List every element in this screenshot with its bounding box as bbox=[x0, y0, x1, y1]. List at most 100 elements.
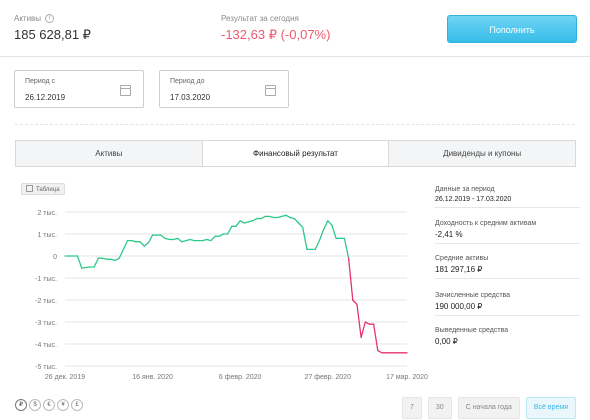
series-segment bbox=[322, 220, 329, 231]
series-segment bbox=[235, 220, 241, 227]
stat-withdrawals: Выведенные средства 0,00 ₽ bbox=[435, 327, 580, 346]
stat-label: Зачисленные средства bbox=[435, 292, 511, 299]
stat-avg-assets: Средние активы 181 297,16 ₽ bbox=[435, 255, 580, 279]
series-segment bbox=[318, 228, 325, 242]
tab-bar: Активы Финансовый результат Дивиденды и … bbox=[15, 140, 576, 167]
period-30-button[interactable]: 30 bbox=[427, 397, 452, 419]
series-segment bbox=[377, 349, 383, 354]
stat-label: Средние активы bbox=[435, 255, 489, 262]
series-segment bbox=[239, 220, 245, 224]
series-segment bbox=[181, 239, 187, 243]
tab-financial-result[interactable]: Финансовый результат bbox=[202, 141, 390, 166]
series-segment bbox=[268, 215, 275, 219]
series-segment bbox=[189, 238, 195, 242]
period-from-field[interactable]: Период с 26.12.2019 bbox=[14, 70, 144, 108]
series-segment bbox=[352, 299, 358, 306]
stat-period: Данные за период 26.12.2019 - 17.03.2020 bbox=[435, 186, 580, 208]
series-segment bbox=[143, 242, 150, 247]
table-view-button[interactable]: Таблица bbox=[21, 183, 65, 195]
stat-value: 26.12.2019 - 17.03.2020 bbox=[435, 196, 512, 203]
stat-value: 0,00 ₽ bbox=[435, 337, 458, 346]
series-segment bbox=[314, 239, 321, 251]
series-segment bbox=[243, 221, 250, 224]
series-segment bbox=[285, 214, 291, 219]
y-tick-label: 1 тыс. bbox=[37, 232, 57, 239]
series-segment bbox=[118, 239, 129, 259]
series-segment bbox=[356, 303, 362, 339]
table-view-label: Таблица bbox=[36, 187, 60, 193]
stat-deposits: Зачисленные средства 190 000,00 ₽ bbox=[435, 292, 580, 316]
series-segment bbox=[172, 237, 179, 241]
series-segment bbox=[247, 220, 254, 223]
tab-dividends-coupons[interactable]: Дивиденды и купоны bbox=[443, 149, 522, 158]
x-tick-label: 26 дек. 2019 bbox=[45, 374, 85, 381]
series-segment bbox=[327, 220, 333, 226]
series-segment bbox=[252, 217, 258, 222]
x-tick-label: 17 мар. 2020 bbox=[386, 374, 428, 381]
period-to-field[interactable]: Период до 17.03.2020 bbox=[159, 70, 289, 108]
period-to-value: 17.03.2020 bbox=[170, 93, 211, 102]
series-segment bbox=[343, 237, 350, 259]
series-segment bbox=[101, 257, 108, 260]
series-segment bbox=[364, 321, 371, 325]
y-tick-label: -2 тыс. bbox=[35, 298, 57, 305]
series-segment bbox=[302, 226, 308, 251]
add-funds-button[interactable]: Пополнить bbox=[447, 15, 577, 43]
series-segment bbox=[114, 257, 120, 262]
summary-header: Активы i 185 628,81 ₽ Результат за сегод… bbox=[0, 0, 590, 58]
stat-label: Выведенные средства bbox=[435, 327, 509, 334]
period-ytd-button[interactable]: С начала года bbox=[457, 397, 520, 419]
series-segment bbox=[218, 233, 225, 237]
series-segment bbox=[76, 255, 83, 269]
stat-value: 190 000,00 ₽ bbox=[435, 302, 483, 311]
y-tick-label: -4 тыс. bbox=[35, 342, 57, 349]
series-segment bbox=[164, 237, 170, 241]
table-icon bbox=[26, 185, 33, 192]
series-segment bbox=[147, 234, 154, 244]
result-label: Результат за сегодня bbox=[221, 14, 299, 23]
assets-label: Активы bbox=[14, 14, 42, 23]
currency-gbp-button[interactable]: £ bbox=[71, 399, 83, 411]
series-segment bbox=[297, 222, 304, 229]
series-segment bbox=[81, 266, 91, 269]
y-tick-label: 0 bbox=[53, 254, 57, 261]
stat-label: Доходность к средним активам bbox=[435, 220, 537, 227]
currency-rub-button[interactable]: ₽ bbox=[15, 399, 27, 411]
currency-jpy-button[interactable]: ¥ bbox=[57, 399, 69, 411]
x-axis-labels: 26 дек. 2019 16 янв. 2020 6 февр. 2020 27 ф… bbox=[45, 374, 428, 381]
section-divider bbox=[15, 124, 575, 125]
series-segment bbox=[277, 215, 283, 219]
info-icon[interactable]: i bbox=[45, 14, 54, 23]
series-segment bbox=[185, 238, 191, 242]
result-value: -132,63 ₽ (-0,07%) bbox=[221, 27, 331, 42]
series-segment bbox=[139, 241, 145, 247]
calendar-icon[interactable] bbox=[120, 85, 131, 96]
series-segment bbox=[227, 225, 233, 235]
stat-label: Данные за период bbox=[435, 186, 495, 193]
chart-grid bbox=[65, 211, 407, 367]
series-segment bbox=[206, 238, 212, 242]
currency-eur-button[interactable]: € bbox=[43, 399, 55, 411]
series-segment bbox=[201, 238, 208, 242]
period-switcher: 7 30 С начала года Всё время bbox=[401, 397, 576, 419]
period-all-button[interactable]: Всё время bbox=[525, 397, 576, 419]
series-segment bbox=[347, 257, 354, 301]
calendar-icon[interactable] bbox=[265, 85, 276, 96]
period-7-button[interactable]: 7 bbox=[401, 397, 422, 419]
y-tick-label: -5 тыс. bbox=[35, 364, 57, 371]
stat-yield: Доходность к средним активам -2,41 % bbox=[435, 220, 580, 244]
series-segment bbox=[160, 234, 166, 240]
period-to-label: Период до bbox=[170, 78, 205, 85]
currency-usd-button[interactable]: $ bbox=[29, 399, 41, 411]
y-tick-label: -3 тыс. bbox=[35, 320, 57, 327]
series-segment bbox=[176, 237, 183, 243]
period-from-value: 26.12.2019 bbox=[25, 93, 66, 102]
tab-assets[interactable]: Активы bbox=[16, 141, 203, 166]
series-segment bbox=[289, 216, 296, 220]
stat-value: 181 297,16 ₽ bbox=[435, 265, 483, 274]
period-from-label: Период с bbox=[25, 78, 55, 85]
x-tick-label: 16 янв. 2020 bbox=[132, 374, 173, 381]
stat-value: -2,41 % bbox=[435, 230, 463, 239]
financial-result-chart: 2 тыс. 1 тыс. 0 -1 тыс. -2 тыс. -3 тыс. -4 тыс… bbox=[35, 210, 428, 381]
assets-value: 185 628,81 ₽ bbox=[14, 27, 91, 42]
